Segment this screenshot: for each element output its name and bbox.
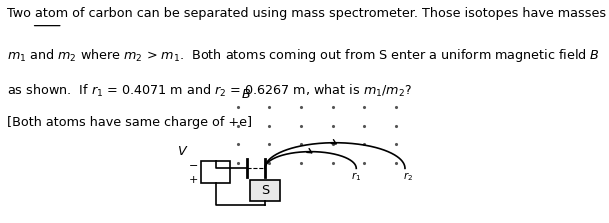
- Text: $r_2$: $r_2$: [403, 171, 413, 183]
- Text: $r_1$: $r_1$: [351, 171, 361, 183]
- Text: $+$: $+$: [188, 174, 198, 185]
- Text: Two atom of carbon can be separated using mass spectrometer. Those isotopes have: Two atom of carbon can be separated usin…: [7, 7, 607, 20]
- Text: $m_1$ and $m_2$ where $m_2$ > $m_1$.  Both atoms coming out from S enter a unifo: $m_1$ and $m_2$ where $m_2$ > $m_1$. Bot…: [7, 47, 600, 64]
- Text: as shown.  If $r_1$ = 0.4071 m and $r_2$ = 0.6267 m, what is $m_1$/$m_2$?: as shown. If $r_1$ = 0.4071 m and $r_2$ …: [7, 83, 412, 99]
- Bar: [201, 161, 230, 183]
- Bar: [250, 180, 280, 201]
- Text: S: S: [261, 184, 269, 197]
- Text: $-$: $-$: [188, 159, 198, 169]
- Text: [Both atoms have same charge of +e]: [Both atoms have same charge of +e]: [7, 116, 252, 129]
- Text: $V$: $V$: [177, 145, 189, 158]
- Text: $B$: $B$: [241, 89, 250, 101]
